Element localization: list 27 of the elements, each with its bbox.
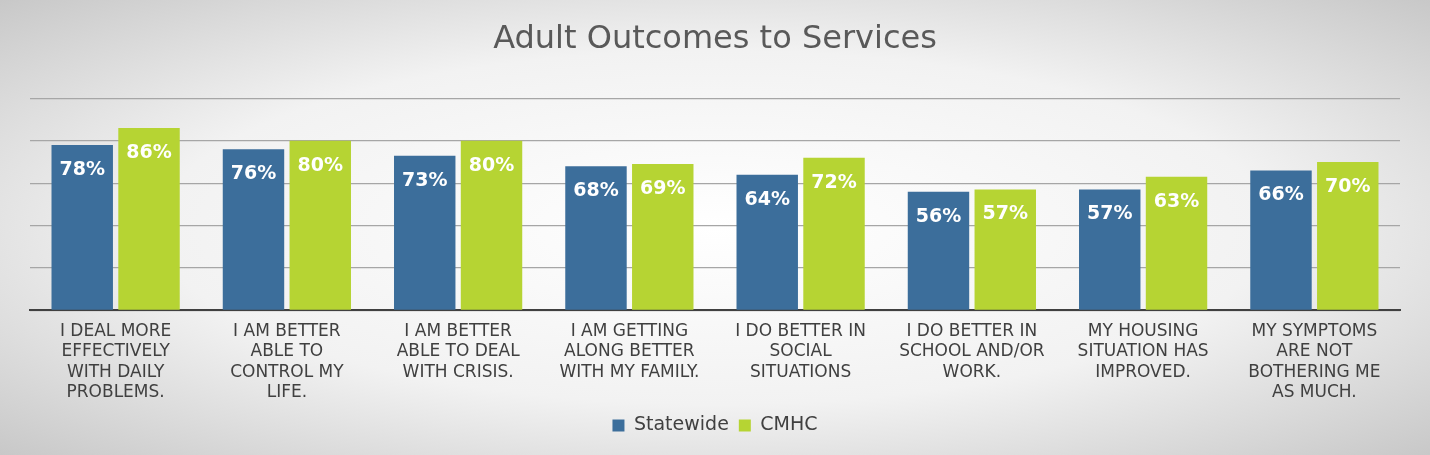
data-label: 64% — [744, 186, 790, 209]
data-label: 78% — [59, 156, 105, 179]
data-label: 63% — [1153, 188, 1200, 211]
data-label: 69% — [640, 176, 686, 199]
x-tick-label: I DO BETTER IN SCHOOL AND/OR WORK. — [899, 320, 1045, 381]
x-tick-label: I DEAL MORE EFFECTIVELY WITH DAILY PROBLEMS. — [59, 320, 172, 402]
data-label: 70% — [1325, 173, 1371, 196]
data-label: 57% — [1086, 201, 1133, 224]
data-label: 76% — [230, 161, 277, 184]
data-label: 68% — [573, 178, 619, 201]
legend-label: CMHC — [760, 412, 818, 435]
x-tick-label: I AM BETTER ABLE TO CONTROL MY LIFE. — [230, 320, 345, 402]
x-tick-label: MY SYMPTOMS ARE NOT BOTHERING ME AS MUCH. — [1248, 320, 1381, 402]
legend-label: Statewide — [633, 412, 729, 435]
data-label: 86% — [126, 140, 172, 163]
data-label: 80% — [468, 152, 515, 175]
data-label: 56% — [915, 203, 962, 226]
data-label: 72% — [811, 169, 857, 192]
data-label: 73% — [401, 167, 448, 190]
x-tick-label: I AM GETTING ALONG BETTER WITH MY FAMILY. — [559, 320, 700, 381]
x-tick-label: MY HOUSING SITUATION HAS IMPROVED. — [1077, 320, 1209, 381]
x-tick-label: I AM BETTER ABLE TO DEAL WITH CRISIS. — [396, 320, 521, 381]
data-label: 66% — [1258, 182, 1304, 205]
data-label: 80% — [297, 152, 344, 175]
x-tick-label: I DO BETTER IN SOCIAL SITUATIONS — [735, 320, 867, 381]
chart-title: Adult Outcomes to Services — [493, 17, 937, 56]
data-label: 57% — [982, 201, 1029, 224]
